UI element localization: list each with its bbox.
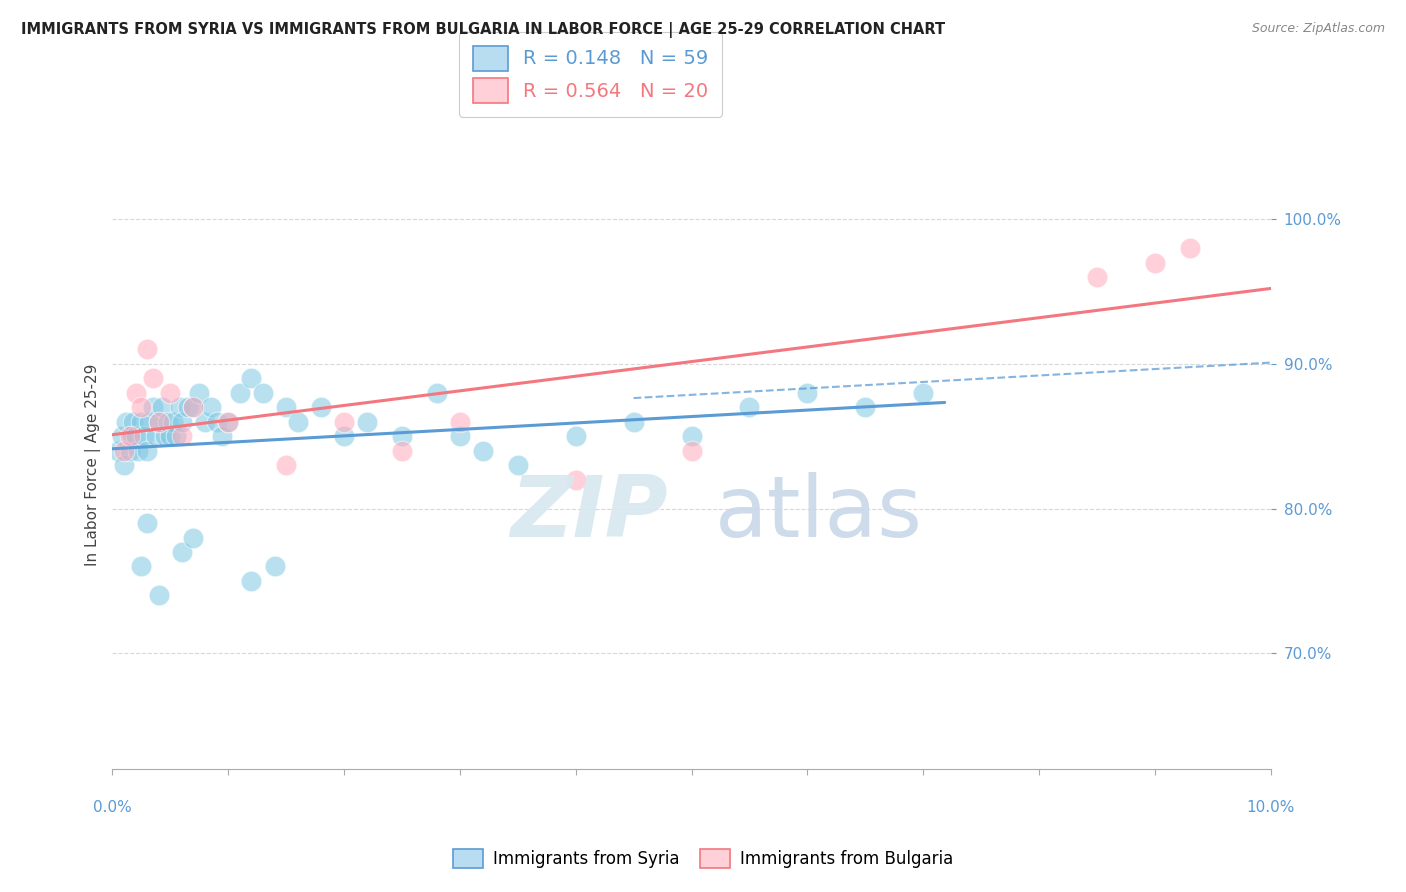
Point xyxy=(240,574,263,588)
Point xyxy=(391,429,413,443)
Point xyxy=(170,429,193,443)
Point xyxy=(449,415,471,429)
Point xyxy=(240,371,263,385)
Point xyxy=(183,401,205,415)
Point xyxy=(136,443,159,458)
Point xyxy=(681,429,703,443)
Point xyxy=(118,429,141,443)
Point xyxy=(165,429,187,443)
Point xyxy=(159,385,181,400)
Point xyxy=(309,401,332,415)
Point xyxy=(138,415,160,429)
Point xyxy=(132,429,155,443)
Point xyxy=(205,415,228,429)
Point xyxy=(124,429,146,443)
Point xyxy=(127,443,149,458)
Point xyxy=(148,415,170,429)
Point xyxy=(217,415,239,429)
Point xyxy=(853,401,876,415)
Point xyxy=(142,401,165,415)
Point xyxy=(333,415,356,429)
Point xyxy=(131,415,153,429)
Point xyxy=(564,429,586,443)
Point xyxy=(252,385,274,400)
Point xyxy=(118,443,141,458)
Point xyxy=(183,531,205,545)
Point xyxy=(623,415,645,429)
Point xyxy=(1178,241,1201,255)
Point xyxy=(287,415,309,429)
Point xyxy=(391,443,413,458)
Point xyxy=(912,385,935,400)
Point xyxy=(136,343,159,357)
Legend: R = 0.148   N = 59, R = 0.564   N = 20: R = 0.148 N = 59, R = 0.564 N = 20 xyxy=(458,32,723,117)
Text: atlas: atlas xyxy=(714,472,922,556)
Point xyxy=(194,415,217,429)
Point xyxy=(112,458,135,473)
Text: 0.0%: 0.0% xyxy=(93,799,132,814)
Point xyxy=(426,385,449,400)
Point xyxy=(156,415,179,429)
Point xyxy=(1085,270,1108,285)
Point xyxy=(200,401,222,415)
Point xyxy=(142,371,165,385)
Point xyxy=(263,559,285,574)
Point xyxy=(176,401,198,415)
Point xyxy=(170,545,193,559)
Point xyxy=(472,443,495,458)
Point xyxy=(122,415,145,429)
Y-axis label: In Labor Force | Age 25-29: In Labor Force | Age 25-29 xyxy=(86,364,101,566)
Legend: Immigrants from Syria, Immigrants from Bulgaria: Immigrants from Syria, Immigrants from B… xyxy=(447,842,959,875)
Point xyxy=(169,401,191,415)
Point xyxy=(162,415,184,429)
Point xyxy=(150,401,173,415)
Point xyxy=(211,429,233,443)
Text: IMMIGRANTS FROM SYRIA VS IMMIGRANTS FROM BULGARIA IN LABOR FORCE | AGE 25-29 COR: IMMIGRANTS FROM SYRIA VS IMMIGRANTS FROM… xyxy=(21,22,945,38)
Point xyxy=(356,415,378,429)
Point xyxy=(107,443,129,458)
Text: ZIP: ZIP xyxy=(510,472,668,556)
Point xyxy=(738,401,761,415)
Point xyxy=(131,559,153,574)
Point xyxy=(506,458,529,473)
Point xyxy=(115,415,138,429)
Point xyxy=(131,401,153,415)
Point xyxy=(183,401,205,415)
Point xyxy=(188,385,211,400)
Point xyxy=(124,385,146,400)
Text: 10.0%: 10.0% xyxy=(1246,799,1295,814)
Point xyxy=(229,385,252,400)
Point xyxy=(148,588,170,602)
Point xyxy=(276,458,298,473)
Point xyxy=(170,415,193,429)
Point xyxy=(796,385,818,400)
Point xyxy=(145,429,167,443)
Point xyxy=(276,401,298,415)
Point xyxy=(121,429,143,443)
Point xyxy=(159,429,181,443)
Point xyxy=(333,429,356,443)
Point xyxy=(148,415,170,429)
Point xyxy=(136,516,159,530)
Point xyxy=(112,443,135,458)
Point xyxy=(111,429,134,443)
Point xyxy=(153,429,176,443)
Point xyxy=(1143,255,1166,269)
Point xyxy=(449,429,471,443)
Text: Source: ZipAtlas.com: Source: ZipAtlas.com xyxy=(1251,22,1385,36)
Point xyxy=(681,443,703,458)
Point xyxy=(564,473,586,487)
Point xyxy=(217,415,239,429)
